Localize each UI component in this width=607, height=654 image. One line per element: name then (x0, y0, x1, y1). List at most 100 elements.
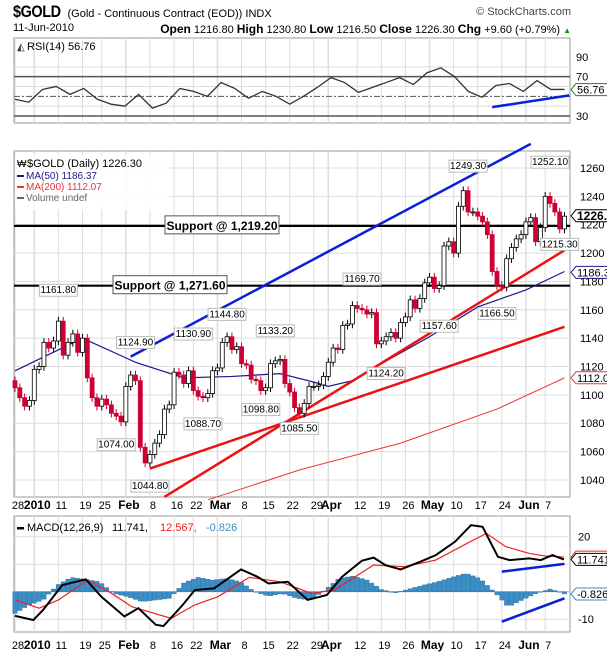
candle (190, 366, 196, 395)
candle-body (518, 234, 524, 240)
value-box-frame (570, 209, 607, 223)
candle (277, 355, 283, 366)
candle (311, 382, 317, 391)
candle-body (282, 359, 288, 384)
ma50-line (14, 270, 565, 387)
price-annotation-box (38, 283, 78, 297)
candle (181, 370, 187, 388)
candle (80, 333, 85, 357)
candle (374, 308, 379, 349)
candle (142, 443, 148, 468)
candle-body (417, 298, 423, 309)
macd-histogram-bar (547, 588, 553, 592)
candle-body (80, 337, 85, 353)
up-arrow-icon: ▲ (563, 26, 571, 35)
macd-histogram-bar (465, 573, 471, 592)
candle-body (513, 238, 519, 248)
candle (542, 192, 548, 232)
candle-body (263, 387, 269, 392)
candle (147, 450, 153, 468)
macd-histogram-bar (562, 591, 567, 595)
candle-body (17, 387, 23, 399)
candle (292, 387, 297, 412)
candle (205, 389, 211, 402)
candle-body (157, 434, 163, 444)
macd-histogram-bar (137, 591, 143, 602)
macd-histogram-bar (46, 591, 52, 595)
low-value: 1216.50 (336, 24, 377, 36)
support-label: Support @ 1,219.20 (166, 219, 277, 233)
candle-body (412, 299, 418, 309)
candle-body (99, 398, 105, 407)
candle-body (489, 234, 495, 272)
copyright: © StockCharts.com (476, 6, 571, 18)
candle-body (465, 190, 471, 213)
candle-body (547, 195, 553, 204)
candle-body (123, 385, 129, 423)
x-tick-label: 7 (545, 500, 551, 512)
price-annotation: 1124.90 (118, 338, 154, 349)
candle (17, 383, 23, 402)
price-annotation: 1044.80 (132, 481, 169, 492)
support-label: Support @ 1,271.60 (114, 279, 225, 293)
macd-histogram-bar (504, 591, 510, 606)
macd-histogram-bar (542, 590, 548, 592)
candle-body (133, 374, 138, 382)
macd-histogram-bar (27, 591, 32, 605)
candle-body (494, 271, 500, 287)
candle-body (475, 211, 481, 217)
macd-histogram-bar (51, 588, 56, 592)
candle (359, 304, 365, 315)
candle-body (46, 342, 52, 349)
macd-histogram-bar (412, 587, 418, 592)
candle (335, 343, 341, 354)
macd-histogram-bar (431, 582, 437, 592)
price-tick-label: 1100 (580, 390, 604, 402)
candle (224, 332, 230, 347)
candle-body (22, 397, 28, 407)
candle (330, 343, 336, 367)
candle-body (528, 217, 534, 223)
candle (417, 294, 423, 313)
candle-icon: ₩ (17, 159, 27, 170)
candle-body (89, 377, 95, 399)
rsi-tick-label: 70 (576, 72, 588, 84)
candle-body (562, 215, 567, 230)
candle-body (306, 385, 312, 404)
candle (60, 316, 66, 360)
candle-body (383, 336, 389, 342)
support-label-box (164, 215, 280, 235)
macd-histogram-bar (113, 591, 119, 595)
macd-histogram-bar (205, 579, 211, 592)
x-tick-label: 11 (56, 500, 67, 512)
candle (84, 333, 90, 383)
price-annotation-box (241, 403, 281, 417)
candle (239, 342, 244, 368)
candle (552, 199, 558, 217)
candle-body (456, 205, 461, 254)
macd-histogram-bar (31, 591, 37, 604)
macd-histogram-bar (277, 591, 283, 595)
macd-histogram-bar (258, 591, 264, 594)
candle-body (427, 276, 432, 284)
value-box-text: 1186.37 (577, 267, 607, 279)
macd-histogram-bar (243, 585, 249, 592)
candle (253, 375, 259, 385)
macd-histogram-bar (537, 591, 543, 593)
candle (422, 278, 428, 303)
candle (22, 393, 28, 411)
value-box-frame (570, 265, 607, 279)
candle-body (166, 404, 172, 410)
x-tick-label: Jun (518, 498, 539, 512)
candle-body (258, 380, 264, 392)
candle-body (118, 415, 124, 423)
rsi-value-box: 56.76 (570, 83, 607, 97)
macd-histogram-bar (142, 591, 148, 602)
chart-header: $GOLD (Gold - Continuous Contract (EOD))… (13, 2, 272, 22)
candle (494, 267, 500, 290)
candle (533, 213, 538, 246)
candle-body (407, 299, 413, 318)
price-value-box: 1112.07 (570, 371, 607, 385)
candle-body (36, 366, 42, 370)
candle-body (248, 364, 254, 380)
